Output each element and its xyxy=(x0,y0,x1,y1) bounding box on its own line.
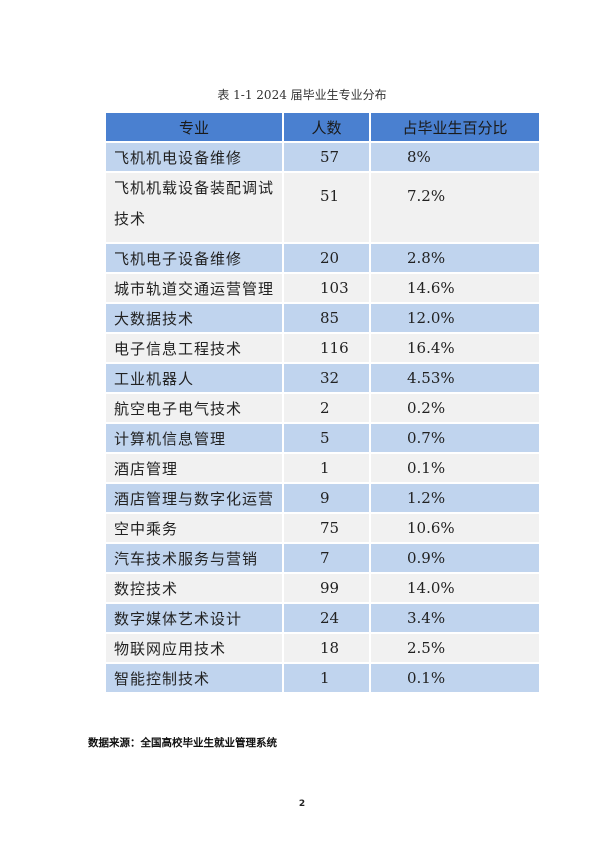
percent-cell: 0.9% xyxy=(369,542,541,574)
major-cell: 大数据技术 xyxy=(104,302,284,334)
percent-cell: 1.2% xyxy=(369,482,541,514)
count-cell: 20 xyxy=(282,242,371,274)
count-cell: 116 xyxy=(282,332,371,364)
percent-cell: 0.1% xyxy=(369,452,541,484)
major-cell: 空中乘务 xyxy=(104,512,284,544)
major-cell: 智能控制技术 xyxy=(104,662,284,694)
percent-cell: 0.7% xyxy=(369,422,541,454)
percent-cell: 12.0% xyxy=(369,302,541,334)
count-cell: 1 xyxy=(282,662,371,694)
percent-cell: 0.2% xyxy=(369,392,541,424)
major-cell: 物联网应用技术 xyxy=(104,632,284,664)
count-cell: 85 xyxy=(282,302,371,334)
percent-cell: 16.4% xyxy=(369,332,541,364)
count-cell: 99 xyxy=(282,572,371,604)
table-caption: 表 1-1 2024 届毕业生专业分布 xyxy=(217,88,387,102)
major-cell: 酒店管理 xyxy=(104,452,284,484)
count-cell: 103 xyxy=(282,272,371,304)
table-row: 汽车技术服务与营销 7 0.9% xyxy=(104,542,541,574)
table-row: 航空电子电气技术 2 0.2% xyxy=(104,392,541,424)
table-row: 智能控制技术 1 0.1% xyxy=(104,662,541,694)
percent-cell: 2.5% xyxy=(369,632,541,664)
percent-cell: 8% xyxy=(369,141,541,173)
percent-cell: 7.2% xyxy=(369,171,541,244)
count-cell: 2 xyxy=(282,392,371,424)
percent-cell: 14.6% xyxy=(369,272,541,304)
major-cell: 数控技术 xyxy=(104,572,284,604)
table-row: 大数据技术 85 12.0% xyxy=(104,302,541,334)
percent-cell: 0.1% xyxy=(369,662,541,694)
table-header-row: 专业 人数 占毕业生百分比 xyxy=(104,111,541,143)
percent-cell: 3.4% xyxy=(369,602,541,634)
table-row: 飞机电子设备维修 20 2.8% xyxy=(104,242,541,274)
count-cell: 24 xyxy=(282,602,371,634)
percent-cell: 2.8% xyxy=(369,242,541,274)
table-row: 空中乘务 75 10.6% xyxy=(104,512,541,544)
table-row: 电子信息工程技术 116 16.4% xyxy=(104,332,541,364)
table-row: 数控技术 99 14.0% xyxy=(104,572,541,604)
table-row: 城市轨道交通运营管理 103 14.6% xyxy=(104,272,541,304)
count-cell: 1 xyxy=(282,452,371,484)
percent-cell: 4.53% xyxy=(369,362,541,394)
major-cell: 工业机器人 xyxy=(104,362,284,394)
major-distribution-table: 专业 人数 占毕业生百分比 飞机机电设备维修 57 8% 飞机机载设备装配调试技术 51… xyxy=(104,111,541,694)
table-row: 工业机器人 32 4.53% xyxy=(104,362,541,394)
percent-cell: 10.6% xyxy=(369,512,541,544)
major-cell: 汽车技术服务与营销 xyxy=(104,542,284,574)
page-number: 2 xyxy=(298,799,306,809)
percent-cell: 14.0% xyxy=(369,572,541,604)
table-row: 飞机机载设备装配调试技术 51 7.2% xyxy=(104,171,541,244)
major-cell: 航空电子电气技术 xyxy=(104,392,284,424)
major-cell: 数字媒体艺术设计 xyxy=(104,602,284,634)
table-row: 飞机机电设备维修 57 8% xyxy=(104,141,541,173)
count-cell: 9 xyxy=(282,482,371,514)
table-row: 酒店管理与数字化运营 9 1.2% xyxy=(104,482,541,514)
table-row: 物联网应用技术 18 2.5% xyxy=(104,632,541,664)
major-cell: 酒店管理与数字化运营 xyxy=(104,482,284,514)
count-cell: 5 xyxy=(282,422,371,454)
major-cell: 电子信息工程技术 xyxy=(104,332,284,364)
table-row: 数字媒体艺术设计 24 3.4% xyxy=(104,602,541,634)
count-cell: 75 xyxy=(282,512,371,544)
data-source-note: 数据来源：全国高校毕业生就业管理系统 xyxy=(88,737,277,749)
header-count: 人数 xyxy=(282,111,371,143)
header-percent: 占毕业生百分比 xyxy=(369,111,541,143)
table-row: 计算机信息管理 5 0.7% xyxy=(104,422,541,454)
count-cell: 7 xyxy=(282,542,371,574)
major-cell: 城市轨道交通运营管理 xyxy=(104,272,284,304)
count-cell: 32 xyxy=(282,362,371,394)
count-cell: 51 xyxy=(282,171,371,244)
major-cell: 飞机电子设备维修 xyxy=(104,242,284,274)
major-cell: 计算机信息管理 xyxy=(104,422,284,454)
table-row: 酒店管理 1 0.1% xyxy=(104,452,541,484)
count-cell: 18 xyxy=(282,632,371,664)
major-cell: 飞机机电设备维修 xyxy=(104,141,284,173)
major-cell: 飞机机载设备装配调试技术 xyxy=(104,171,284,244)
count-cell: 57 xyxy=(282,141,371,173)
header-major: 专业 xyxy=(104,111,284,143)
